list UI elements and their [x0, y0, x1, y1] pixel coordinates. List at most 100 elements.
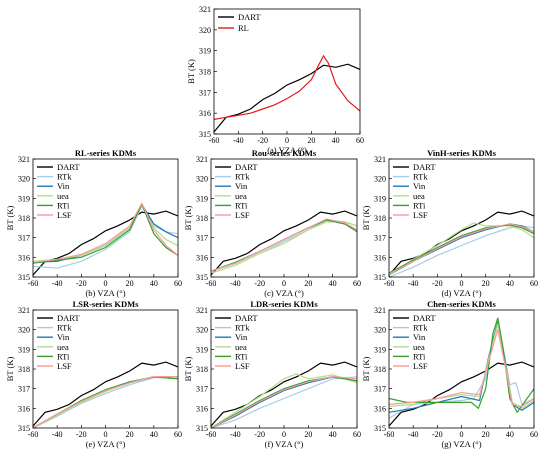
series-line-dart: [33, 361, 178, 427]
legend-label-uea: uea: [57, 191, 69, 201]
series-line-lsf: [389, 223, 534, 275]
panel-1: -60 -40 -20 0 20 40 60 315 316 317 318 319 320 321 BT …: [5, 148, 182, 298]
x-tick-label: 40: [332, 136, 340, 145]
x-tick-label: 40: [506, 430, 514, 439]
y-tick-label: 321: [196, 155, 208, 164]
legend-label-rtk: RTk: [57, 172, 72, 182]
legend-label-rti: RTi: [413, 200, 426, 210]
y-tick-label: 317: [18, 234, 30, 243]
x-tick-label: 20: [126, 279, 134, 288]
series-line-rti: [389, 224, 534, 274]
y-tick-label: 317: [196, 234, 208, 243]
panel-title: LDR-series KDMs: [250, 299, 318, 309]
y-tick-label: 318: [374, 214, 386, 223]
x-tick-label: -60: [384, 430, 395, 439]
y-tick-label: 321: [18, 155, 30, 164]
panel-6: -60 -40 -20 0 20 40 60 315 316 317 318 319 320 321 BT …: [361, 299, 538, 449]
y-tick-label: 318: [199, 68, 211, 77]
legend-label-rtk: RTk: [413, 172, 428, 182]
series-line-uea: [389, 222, 534, 276]
y-tick-label: 320: [18, 326, 30, 335]
legend-label-rti: RTi: [57, 200, 70, 210]
series-line-rtk: [389, 225, 534, 277]
panel-caption: (f) VZA (°): [265, 439, 304, 449]
x-tick-label: 0: [285, 136, 289, 145]
legend-label-uea: uea: [413, 342, 425, 352]
legend-label-vin: Vin: [57, 332, 70, 342]
series-line-rti: [33, 202, 178, 264]
series-line-uea: [211, 373, 357, 428]
x-tick-label: -60: [28, 430, 39, 439]
y-tick-label: 321: [196, 306, 208, 315]
legend-label-rl: RL: [238, 23, 249, 33]
legend-label-rtk: RTk: [235, 323, 250, 333]
legend-label-rtk: RTk: [57, 323, 72, 333]
x-tick-label: -20: [432, 279, 443, 288]
x-tick-label: 0: [282, 279, 286, 288]
legend-label-rti: RTi: [413, 351, 426, 361]
y-tick-label: 316: [18, 253, 30, 262]
panel-0: -60 -40 -20 0 20 40 60 315 316 317 318 319 320 321 BT …: [186, 5, 364, 155]
y-tick-label: 318: [374, 365, 386, 374]
series-line-lsf: [33, 201, 178, 263]
x-tick-label: -60: [28, 279, 39, 288]
panel-caption: (b) VZA (°): [85, 288, 125, 298]
series-line-rti: [33, 376, 178, 428]
x-tick-label: -20: [76, 279, 87, 288]
panel-caption: (a) VZA (°): [267, 145, 307, 155]
y-tick-label: 321: [374, 155, 386, 164]
panel-caption: (d) VZA (°): [441, 288, 481, 298]
legend-label-rtk: RTk: [235, 172, 250, 182]
panel-2: -60 -40 -20 0 20 40 60 315 316 317 318 319 320 321 BT …: [183, 148, 361, 298]
series-line-vin: [389, 223, 534, 276]
legend-label-uea: uea: [235, 191, 247, 201]
x-tick-label: -20: [254, 279, 265, 288]
x-tick-label: 60: [530, 279, 538, 288]
legend-label-vin: Vin: [413, 181, 426, 191]
series-line-vin: [33, 376, 178, 428]
series-line-dart: [389, 210, 534, 276]
y-tick-label: 316: [18, 404, 30, 413]
y-tick-label: 320: [18, 175, 30, 184]
y-tick-label: 321: [199, 5, 211, 14]
series-line-dart: [214, 63, 360, 133]
x-tick-label: 60: [353, 430, 361, 439]
y-tick-label: 315: [374, 273, 386, 282]
x-tick-label: -40: [52, 279, 63, 288]
y-tick-label: 316: [196, 253, 208, 262]
x-tick-label: 20: [126, 430, 134, 439]
panel-4: -60 -40 -20 0 20 40 60 315 316 317 318 319 320 321 BT …: [5, 299, 182, 449]
x-tick-label: -20: [432, 430, 443, 439]
y-tick-label: 319: [199, 47, 211, 56]
y-tick-label: 315: [18, 273, 30, 282]
x-tick-label: 0: [460, 279, 464, 288]
x-tick-label: 60: [174, 430, 182, 439]
x-tick-label: -20: [76, 430, 87, 439]
x-tick-label: 20: [482, 430, 490, 439]
legend-label-dart: DART: [57, 313, 80, 323]
legend-label-dart: DART: [413, 162, 436, 172]
y-tick-label: 317: [374, 234, 386, 243]
series-line-rl: [214, 54, 360, 120]
y-axis-label: BT (K): [361, 206, 371, 231]
series-line-lsf: [33, 375, 178, 428]
x-tick-label: 20: [482, 279, 490, 288]
series-line-dart: [33, 210, 178, 276]
y-tick-label: 315: [18, 424, 30, 433]
legend-label-rti: RTi: [235, 351, 248, 361]
x-tick-label: 40: [150, 279, 158, 288]
y-tick-label: 315: [199, 130, 211, 139]
y-axis-label: BT (K): [183, 206, 193, 231]
legend-label-vin: Vin: [235, 332, 248, 342]
y-tick-label: 316: [196, 404, 208, 413]
legend-label-vin: Vin: [235, 181, 248, 191]
legend-label-vin: Vin: [413, 332, 426, 342]
x-tick-label: -60: [209, 136, 220, 145]
legend-label-uea: uea: [413, 191, 425, 201]
series-line-dart: [211, 210, 357, 276]
x-tick-label: 60: [174, 279, 182, 288]
